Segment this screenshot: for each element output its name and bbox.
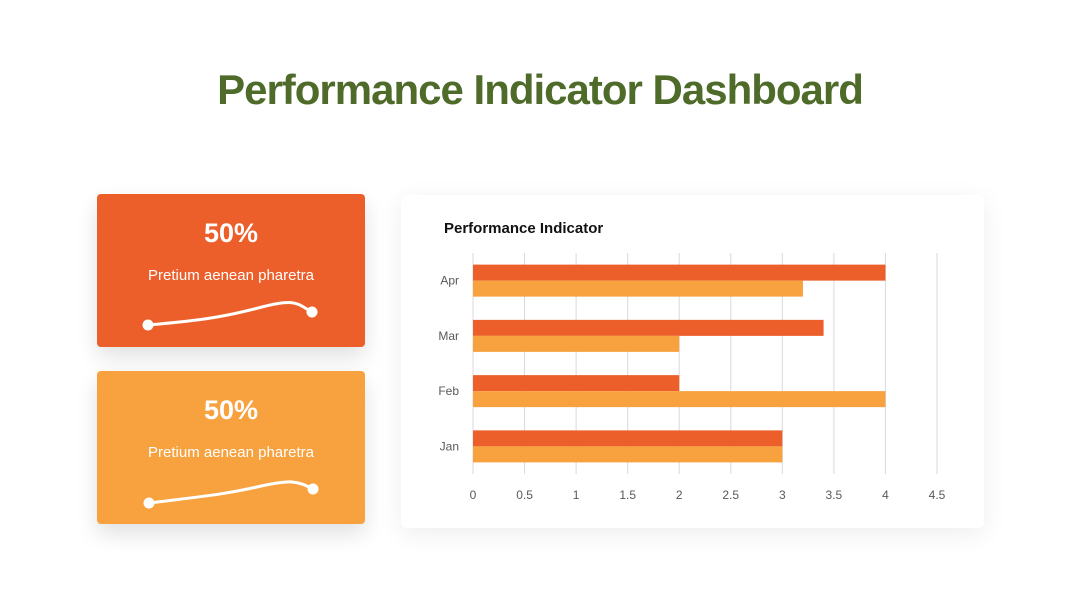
bar-jan-series-1	[473, 430, 783, 447]
kpi-card-label: Pretium aenean pharetra	[148, 267, 314, 284]
x-tick-label: 1	[573, 488, 580, 502]
bar-apr-series-1	[473, 264, 886, 281]
bar-feb-series-1	[473, 375, 680, 392]
bar-chart: 0 0.5 1 1.5 2 2.5 3 3.5 4 4.5 Jan Feb Mar Apr	[438, 253, 946, 502]
sparkline-icon	[142, 301, 318, 331]
bar-jan-series-2	[473, 446, 783, 463]
kpi-card-value: 50%	[203, 218, 259, 248]
kpi-card-label: Pretium aenean pharetra	[148, 444, 314, 461]
y-category-label: Mar	[438, 329, 459, 343]
bar-feb-series-2	[473, 391, 886, 408]
kpi-card-2: 50% Pretium aenean pharetra	[97, 371, 365, 524]
y-category-label: Feb	[438, 384, 459, 398]
y-category-label: Jan	[440, 439, 459, 453]
chart-panel: Performance Indicator 0 0.5 1 1.5 2 2.5 3 3.5 4 4…	[401, 195, 984, 528]
bar-mar-series-1	[473, 319, 824, 336]
kpi-card-1: 50% Pretium aenean pharetra	[97, 194, 365, 347]
x-tick-label: 2.5	[722, 488, 739, 502]
y-category-label: Apr	[440, 274, 459, 288]
kpi-card-value: 50%	[203, 395, 259, 425]
page-title: Performance Indicator Dashboard	[217, 66, 864, 113]
x-tick-label: 4	[882, 488, 889, 502]
x-tick-label: 4.5	[929, 488, 946, 502]
x-tick-label: 3	[779, 488, 786, 502]
x-tick-label: 0	[470, 488, 477, 502]
x-tick-label: 1.5	[619, 488, 636, 502]
x-tick-label: 3.5	[826, 488, 843, 502]
bar-apr-series-2	[473, 280, 803, 297]
sparkline-icon	[143, 480, 319, 509]
x-tick-label: 2	[676, 488, 683, 502]
chart-title: Performance Indicator	[444, 220, 604, 237]
x-tick-label: 0.5	[516, 488, 533, 502]
bar-mar-series-2	[473, 335, 680, 352]
